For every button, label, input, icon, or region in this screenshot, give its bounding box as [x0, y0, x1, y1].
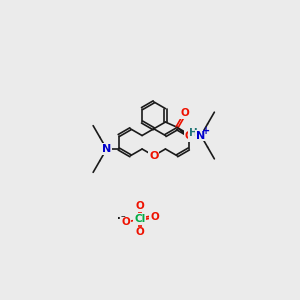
Text: O: O	[184, 131, 193, 141]
Text: O: O	[150, 212, 159, 222]
Text: O: O	[136, 227, 144, 237]
Text: O: O	[149, 151, 158, 161]
Text: N: N	[196, 130, 206, 140]
Text: H: H	[189, 128, 198, 138]
Text: O: O	[180, 108, 189, 118]
Text: Cl: Cl	[134, 214, 146, 224]
Text: O: O	[122, 217, 130, 226]
Text: N: N	[102, 144, 111, 154]
Text: ·⁻: ·⁻	[117, 214, 126, 224]
Text: +: +	[202, 126, 210, 136]
Text: O: O	[136, 201, 144, 211]
